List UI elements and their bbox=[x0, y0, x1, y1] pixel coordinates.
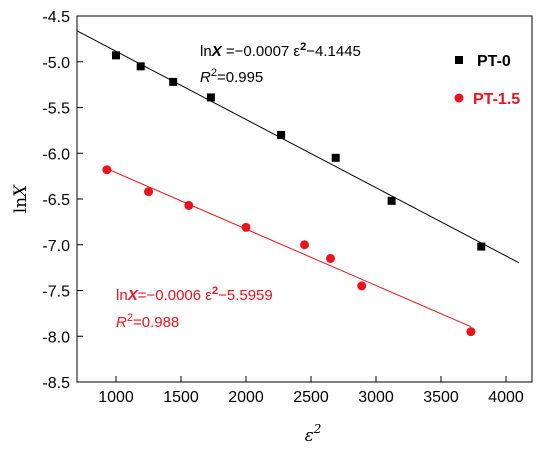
data-point-pt15 bbox=[241, 222, 251, 232]
data-point-pt15 bbox=[144, 187, 153, 197]
y-tick-label: -5.0 bbox=[42, 55, 70, 72]
y-tick-label: -8.0 bbox=[42, 329, 70, 346]
y-tick-label: -8.5 bbox=[42, 375, 70, 392]
equation-pt15-var: X bbox=[127, 287, 139, 304]
r2-pt15-value: =0.988 bbox=[133, 314, 179, 331]
r2-pt15-label: R bbox=[116, 314, 127, 331]
data-point-pt15 bbox=[357, 281, 367, 291]
equation-pt0-var: X bbox=[211, 43, 223, 60]
y-tick-label: -6.5 bbox=[42, 192, 70, 209]
equation-pt0-sup: 2 bbox=[300, 41, 306, 53]
equation-pt15: lnX=−0.0006 ε2−5.5959 bbox=[116, 285, 273, 304]
data-point-pt0 bbox=[112, 51, 120, 60]
data-point-pt0 bbox=[206, 93, 215, 102]
y-tick-label: -7.5 bbox=[42, 284, 70, 301]
data-point-pt15 bbox=[102, 165, 112, 175]
data-point-pt0 bbox=[331, 153, 340, 162]
x-tick-label: 1500 bbox=[163, 389, 199, 406]
data-points bbox=[102, 51, 486, 337]
x-tick-label: 2000 bbox=[228, 389, 264, 406]
x-tick-label: 2500 bbox=[293, 389, 329, 406]
equation-pt15-prefix: ln bbox=[116, 287, 128, 304]
fit-line-pt15 bbox=[106, 168, 472, 328]
data-point-pt0 bbox=[277, 130, 286, 139]
equation-pt15-tail: −5.5959 bbox=[218, 287, 273, 304]
x-axis-title-symbol: ε bbox=[305, 426, 314, 446]
data-point-pt15 bbox=[300, 240, 309, 250]
annotation-pt15: lnX=−0.0006 ε2−5.5959 R2=0.988 bbox=[116, 285, 273, 331]
y-tick-label: -6.0 bbox=[42, 146, 70, 163]
equation-pt15-body: =−0.0006 ε bbox=[138, 287, 213, 304]
x-axis-title-sup: 2 bbox=[313, 422, 322, 436]
r2-pt0-value: =0.995 bbox=[217, 69, 263, 86]
equation-pt15-sup: 2 bbox=[212, 285, 218, 297]
y-tick-label: -5.5 bbox=[42, 101, 70, 118]
y-axis-title-var: X bbox=[11, 184, 31, 199]
x-tick-label: 1000 bbox=[98, 389, 134, 406]
annotation-pt0: lnX =−0.0007 ε2−4.1445 R2=0.995 bbox=[200, 41, 361, 86]
y-axis-title: lnX bbox=[11, 184, 31, 213]
r2-pt15: R2=0.988 bbox=[116, 312, 179, 331]
data-point-pt15 bbox=[466, 327, 476, 337]
equation-pt0-tail: −4.1445 bbox=[306, 43, 361, 60]
x-tick-label: 4000 bbox=[488, 389, 524, 406]
r2-pt0-label: R bbox=[200, 69, 211, 86]
data-point-pt0 bbox=[169, 77, 178, 86]
data-point-pt15 bbox=[184, 200, 194, 210]
legend-label-pt0: PT-0 bbox=[477, 53, 511, 70]
y-tick-label: -7.0 bbox=[42, 238, 70, 255]
legend-marker-pt15 bbox=[454, 93, 464, 103]
data-point-pt15 bbox=[326, 253, 335, 263]
equation-pt0-body: =−0.0007 ε bbox=[222, 43, 301, 60]
data-point-pt0 bbox=[136, 62, 145, 71]
fit-lines bbox=[76, 30, 520, 328]
fit-line-pt0 bbox=[76, 30, 520, 264]
r2-pt15-sup: 2 bbox=[127, 312, 133, 324]
y-axis-title-prefix: ln bbox=[11, 197, 31, 213]
equation-pt0: lnX =−0.0007 ε2−4.1445 bbox=[200, 41, 361, 60]
axis-ticks: 1000 1500 2000 2500 3000 3500 4000 -4.5 -5.0 -5.5… bbox=[42, 9, 523, 406]
y-tick-label: -4.5 bbox=[42, 9, 70, 26]
r2-pt0: R2=0.995 bbox=[200, 67, 263, 86]
x-tick-label: 3000 bbox=[358, 389, 394, 406]
x-tick-label: 3500 bbox=[423, 389, 459, 406]
equation-pt0-prefix: ln bbox=[200, 43, 212, 60]
legend: PT-0 PT-1.5 bbox=[454, 53, 520, 108]
legend-label-pt15: PT-1.5 bbox=[473, 91, 520, 108]
legend-marker-pt0 bbox=[455, 56, 463, 64]
data-point-pt0 bbox=[387, 196, 396, 205]
r2-pt0-sup: 2 bbox=[211, 67, 217, 79]
data-point-pt0 bbox=[477, 242, 486, 251]
x-axis-title: ε2 bbox=[305, 422, 322, 446]
